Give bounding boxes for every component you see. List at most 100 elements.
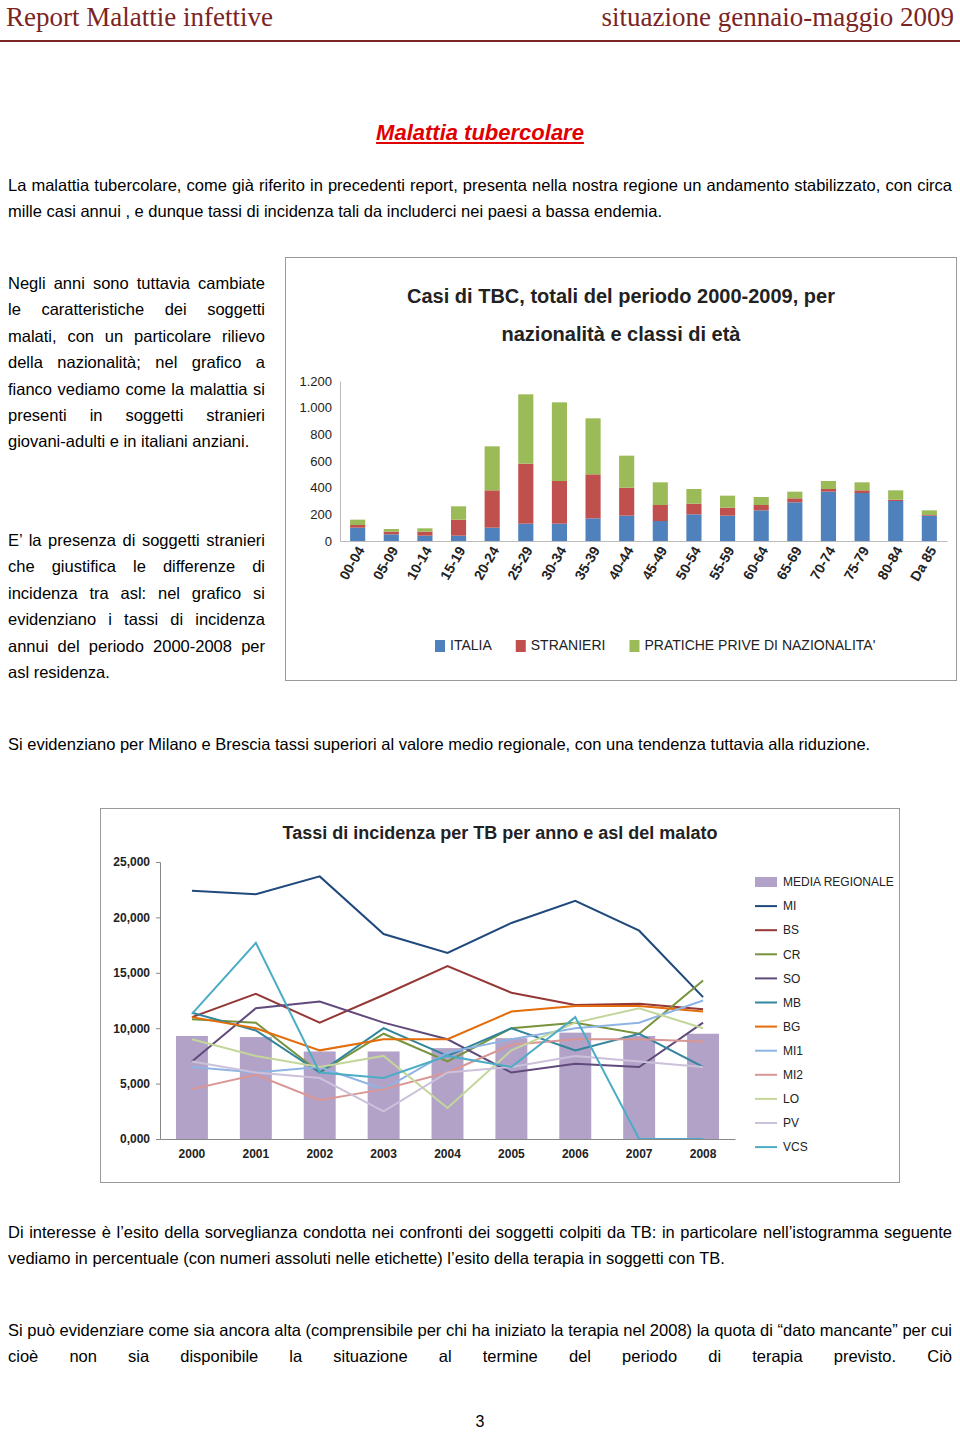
bar [518,464,533,524]
bar [585,474,600,518]
axis-line [156,863,161,1140]
legend-label: MEDIA REGIONALE [783,875,894,889]
tick: 2000 [179,1139,206,1161]
bar [922,510,937,515]
tick: 2001 [242,1139,269,1161]
legend-swatch [755,929,777,931]
legend-label: STRANIERI [531,637,606,653]
tick: 60-64 [739,541,771,582]
legend-swatch [755,1122,777,1124]
bar [888,490,903,499]
tick: 10,000 [113,1022,160,1036]
tick-label: 2008 [690,1147,717,1161]
x-axis: 200020012002200320042005200620072008 [161,1139,736,1161]
bar [888,500,903,501]
tick: 45-49 [639,541,671,582]
chart: Tassi di incidenza per TB per anno e asl… [100,808,900,1183]
tick: 1.200 [299,374,340,389]
tick-label: 45-49 [639,543,671,582]
tick-label: 15,000 [113,966,150,980]
bar [417,532,432,536]
legend-swatch [435,640,445,652]
legend-swatch [755,877,777,887]
legend-swatch [755,905,777,907]
tick-label: 0 [325,534,332,549]
tick-label: 200 [310,507,332,522]
y-axis: 0 200 400 600 800 1.000 1.200 [299,374,340,549]
tick-mark [156,973,160,974]
x-axis: 00-0405-0910-1415-1920-2425-2930-3435-39… [336,541,948,584]
legend-swatch [755,1050,777,1052]
bar [495,1038,527,1139]
bar [552,524,567,541]
bar [518,394,533,463]
axis-line [341,541,948,542]
tick-label: 20-24 [470,543,502,582]
tick-label: Da 85 [907,543,940,584]
bar [754,505,769,510]
paragraph: E’ la presenza di soggetti stranieri che… [8,527,265,685]
tick: 2003 [370,1139,397,1161]
tick: 25,000 [113,855,160,869]
tick: 50-54 [672,541,704,582]
legend-label: ITALIA [450,637,492,653]
tick: 5,000 [120,1077,160,1091]
legend-label: VCS [783,1140,808,1154]
legend-swatch [629,640,639,652]
tick-label: 600 [310,454,332,469]
tick-label: 40-44 [605,543,637,582]
line [192,1006,703,1050]
legend-label: MI2 [783,1068,803,1082]
tick-label: 2006 [562,1147,589,1161]
bar [451,506,466,519]
chart: Casi di TBC, totali del periodo 2000-200… [285,257,957,681]
tick: 55-59 [706,541,738,582]
bar [855,490,870,493]
bar [619,516,634,541]
legend-swatch [755,953,777,955]
tick-label: 1.000 [299,400,332,415]
legend-label: PRATICHE PRIVE DI NAZIONALITA' [644,637,875,653]
bar [855,493,870,541]
tick: 2008 [690,1139,717,1161]
bar [787,492,802,499]
line [192,1002,703,1073]
tick: 15-19 [437,541,469,582]
plot-marks [176,876,719,1139]
bar [720,496,735,508]
bar [855,482,870,490]
chart-title: Tassi di incidenza per TB per anno e asl… [283,823,718,843]
bar [552,402,567,481]
bar [720,508,735,516]
tick: 2002 [306,1139,333,1161]
chart-title: Casi di TBC, totali del periodo 2000-200… [407,285,835,307]
tick-mark [156,1084,160,1085]
bar-series [350,492,937,541]
paragraph: Negli anni sono tuttavia cambiate le car… [8,270,265,455]
paragraph: Di interesse è l’esito della sorveglianz… [8,1219,952,1272]
bar [787,498,802,502]
bar [653,521,668,541]
line [192,943,703,1139]
tick: 400 [310,480,340,495]
bar [485,528,500,541]
tick-label: 800 [310,427,332,442]
section-title: Malattia tubercolare [0,120,960,146]
paragraph: Si evidenziano per Milano e Brescia tass… [8,731,952,757]
tick: 65-69 [773,541,805,582]
tick-mark [156,1139,160,1140]
legend-label: BG [783,1020,800,1034]
tick: 2007 [626,1139,653,1161]
bar [417,536,432,541]
bar [821,481,836,489]
tick-label: 0,000 [120,1132,150,1146]
bar [653,482,668,505]
legend-label: BS [783,923,799,937]
paragraph: Si può evidenziare come sia ancora alta … [8,1317,952,1370]
tick-label: 00-04 [336,543,368,582]
legend-label: PV [783,1116,799,1130]
bar-series [350,464,937,536]
tick: 1.000 [299,400,340,415]
bar [350,520,365,525]
bar [687,1034,719,1139]
